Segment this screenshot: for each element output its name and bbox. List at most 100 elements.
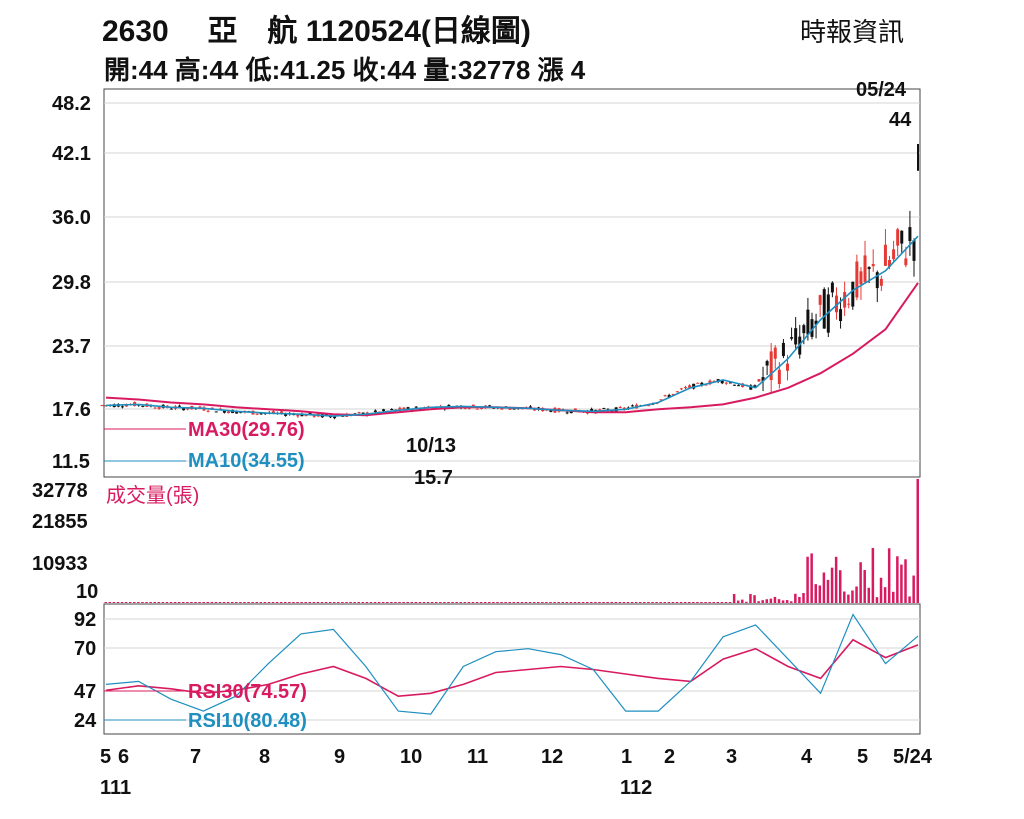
- candle-body: [565, 412, 569, 414]
- rsi-y-ticks: 92 70 47 24: [74, 609, 97, 732]
- candle-body: [182, 407, 186, 411]
- volume-bar: [520, 602, 524, 603]
- volume-bar: [157, 602, 161, 603]
- x-tick-label: 11: [467, 746, 488, 768]
- volume-bar: [296, 602, 299, 603]
- volume-bar: [581, 602, 585, 603]
- volume-bar: [712, 602, 715, 603]
- volume-bar: [108, 602, 112, 603]
- x-tick-label: 3: [726, 746, 737, 768]
- volume-bar: [398, 602, 401, 603]
- volume-bar: [153, 602, 156, 603]
- x-tick-label: 1: [621, 746, 632, 768]
- volume-bar: [455, 602, 458, 603]
- candle-body: [214, 411, 218, 413]
- volume-bar: [357, 601, 360, 603]
- candle-body: [667, 395, 671, 398]
- volume-bar: [104, 602, 107, 603]
- candle-body: [847, 303, 851, 305]
- candle-body: [618, 407, 622, 409]
- candle-body: [659, 399, 663, 401]
- volume-bar: [137, 602, 140, 603]
- volume-bar: [696, 602, 699, 603]
- volume-bar: [426, 602, 430, 603]
- volume-bar: [528, 602, 532, 603]
- volume-bar: [614, 602, 618, 603]
- volume-bar: [675, 602, 679, 603]
- source-label: 時報資訊: [800, 17, 905, 47]
- volume-bar: [549, 602, 552, 603]
- volume-bar: [467, 602, 471, 603]
- volume-bar: [443, 601, 446, 603]
- candle-body: [206, 410, 210, 412]
- volume-bar: [537, 602, 540, 603]
- volume-bar: [594, 601, 597, 603]
- volume-bar: [394, 602, 397, 603]
- candle-body: [169, 408, 173, 410]
- volume-bar: [655, 602, 658, 603]
- candle-body: [802, 325, 806, 334]
- year-label: 112: [620, 777, 652, 799]
- candle-body: [271, 411, 275, 414]
- volume-bar: [190, 602, 193, 603]
- candle-body: [728, 382, 732, 384]
- volume-bar: [308, 602, 312, 603]
- candle-body: [879, 278, 883, 286]
- rsi-grid: [104, 618, 920, 721]
- volume-bar: [708, 602, 711, 603]
- candle-body: [720, 379, 724, 384]
- x-tick-label: 2: [664, 746, 675, 768]
- volume-bar: [206, 602, 210, 603]
- candle-body: [724, 382, 728, 384]
- volume-bar: [618, 602, 622, 603]
- volume-bar: [855, 586, 858, 603]
- volume-bar: [488, 602, 491, 603]
- candle-body: [549, 410, 553, 412]
- x-tick-label: 5/24: [893, 746, 933, 768]
- volume-bar: [292, 602, 295, 603]
- volume-bar: [647, 602, 650, 603]
- candle-body: [700, 382, 704, 386]
- volume-bar: [896, 556, 899, 603]
- volume-bar: [133, 602, 136, 603]
- candle-body: [663, 395, 667, 397]
- y-tick-label: 92: [74, 609, 96, 631]
- candle-body: [447, 404, 451, 406]
- candle-body: [855, 261, 859, 298]
- ma10-line: [105, 235, 919, 417]
- volume-bar: [634, 602, 638, 603]
- volume-bar: [169, 602, 173, 603]
- volume-bar: [328, 602, 332, 603]
- volume-bar: [822, 572, 826, 603]
- latest-price-label: 44: [889, 109, 912, 131]
- candle-body: [304, 414, 308, 417]
- x-tick-label: 6: [118, 746, 129, 768]
- candle-body: [222, 410, 226, 413]
- volume-bar: [410, 602, 414, 603]
- volume-bar: [749, 594, 752, 603]
- x-tick-label: 8: [259, 746, 270, 768]
- volume-bar: [810, 553, 813, 603]
- x-tick-label: 5: [857, 746, 868, 768]
- ma30-legend-label: MA30(29.76): [188, 419, 305, 441]
- volume-bar: [177, 602, 181, 603]
- candle-body: [406, 407, 410, 410]
- candle-body: [830, 282, 834, 293]
- candle-body: [373, 410, 377, 412]
- candle-body: [761, 377, 765, 382]
- volume-bar: [406, 602, 409, 603]
- rsi10-legend-label: RSI10(80.48): [188, 710, 307, 732]
- candle-body: [333, 416, 337, 419]
- volume-bar: [369, 602, 373, 603]
- volume-bar: [863, 570, 866, 603]
- volume-bar: [769, 598, 773, 603]
- volume-bar: [912, 575, 915, 603]
- candle-body: [124, 404, 128, 407]
- volume-bar: [414, 602, 418, 603]
- volume-bar: [402, 602, 405, 603]
- volume-bar: [496, 602, 499, 603]
- volume-bar: [900, 564, 903, 603]
- low-price-label: 15.7: [414, 467, 453, 489]
- volume-bar: [226, 602, 230, 603]
- x-tick-label: 9: [334, 746, 345, 768]
